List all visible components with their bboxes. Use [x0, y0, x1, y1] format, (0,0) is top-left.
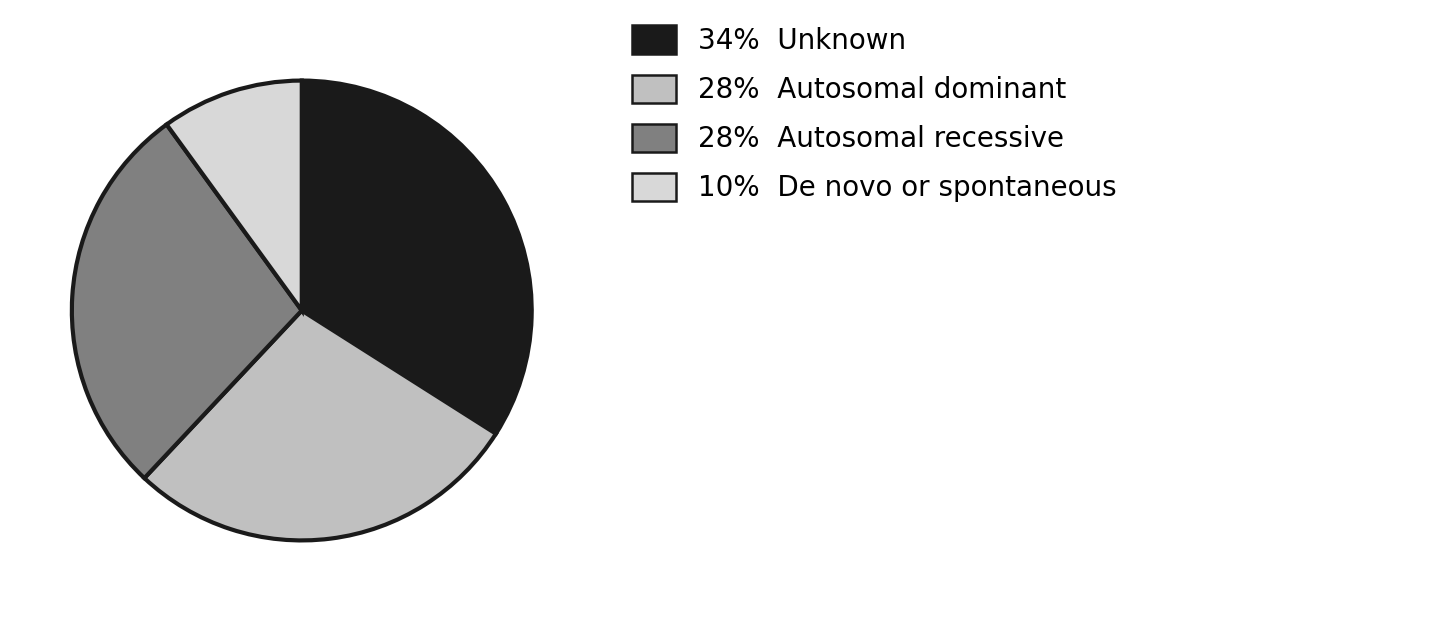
Wedge shape: [167, 81, 302, 310]
Wedge shape: [144, 310, 496, 540]
Wedge shape: [72, 124, 302, 478]
Wedge shape: [302, 81, 532, 433]
Legend: 34%  Unknown, 28%  Autosomal dominant, 28%  Autosomal recessive, 10%  De novo or: 34% Unknown, 28% Autosomal dominant, 28%…: [632, 25, 1117, 202]
